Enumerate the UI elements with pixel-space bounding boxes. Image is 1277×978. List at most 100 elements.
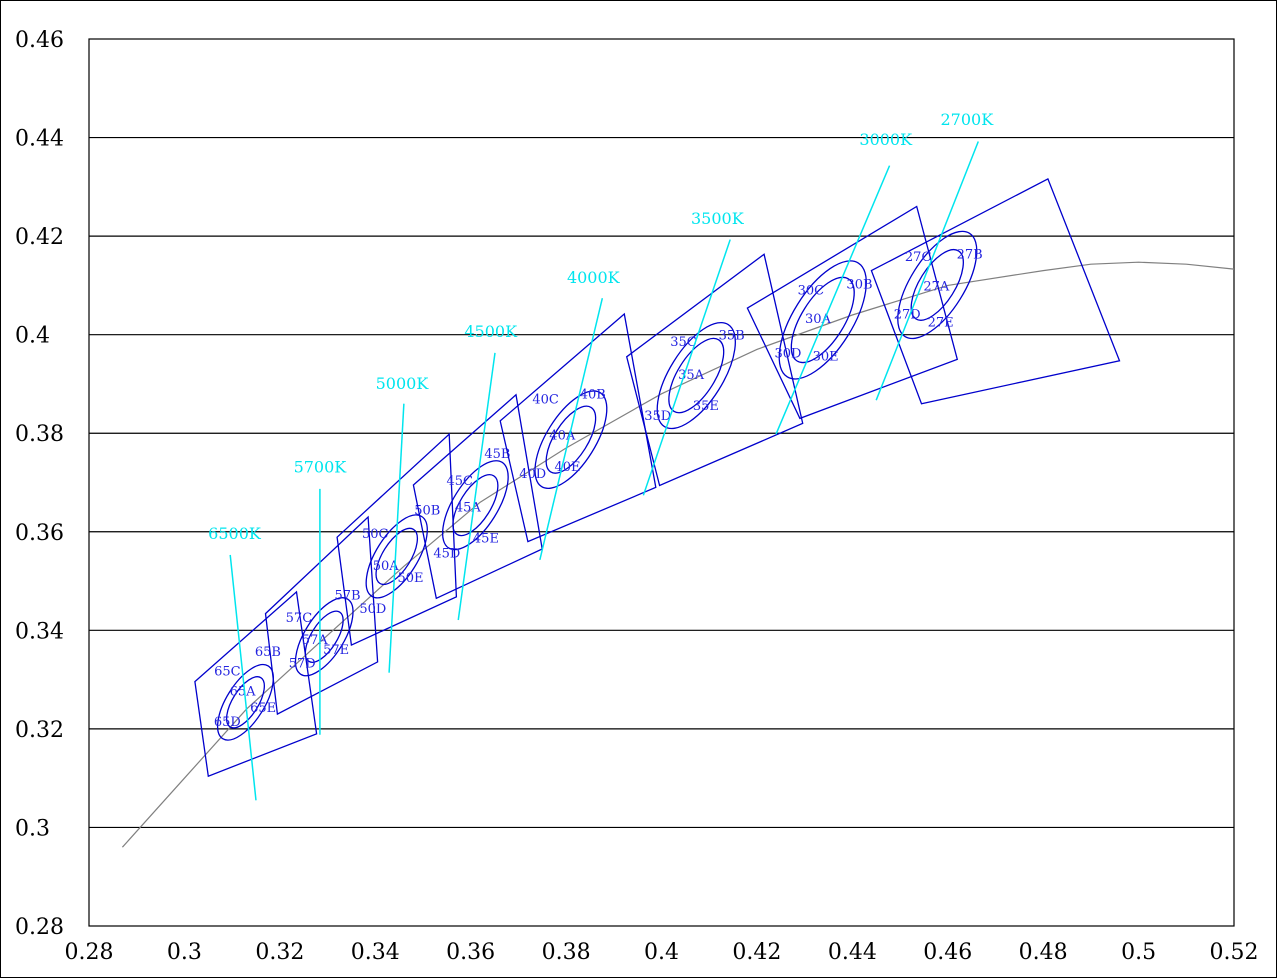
bin-label: 35E (693, 399, 719, 414)
x-axis: 0.28 0.3 0.32 0.34 0.36 0.38 0.4 0.42 0.44 0.46 0.… (65, 940, 1259, 965)
blackbody-locus (121, 261, 1235, 848)
bin-quadrangle (264, 515, 379, 716)
isotherm: 4000K (539, 268, 621, 561)
x-tick-label: 0.28 (65, 940, 114, 965)
bin-label: 65D (214, 715, 241, 730)
bin-quadrangle (625, 253, 804, 487)
cct-label: 2700K (940, 110, 994, 129)
bin-quadrangle (499, 312, 657, 543)
bin-regions: 65A65B65C65D65E57A57B57C57D57E50A50B50C5… (194, 177, 1121, 778)
bin-inner-ellipse (910, 248, 964, 321)
bin-label: 35B (719, 329, 745, 344)
x-tick-label: 0.32 (255, 940, 304, 965)
bin-label: 45C (446, 474, 473, 489)
bin-label: 65A (230, 684, 257, 699)
plot-area (88, 38, 1235, 927)
bin-quadrangle (336, 432, 458, 647)
isotherm-line (229, 554, 257, 801)
cct-label: 6500K (208, 524, 262, 543)
bin-label: 30A (805, 312, 832, 327)
y-tick-label: 0.28 (15, 915, 64, 940)
isotherm-line (457, 352, 496, 621)
bin-group: 50A 50B 50C 50D 50E (336, 432, 458, 647)
bin-outer-ellipse (534, 390, 608, 489)
isotherm: 4500K (457, 322, 518, 621)
bin-label: 50D (359, 602, 386, 617)
y-tick-label: 0.36 (15, 521, 64, 546)
y-tick-label: 0.32 (15, 718, 64, 743)
y-tick-label: 0.3 (15, 816, 50, 841)
y-tick-label: 0.34 (15, 619, 64, 644)
x-tick-label: 0.5 (1121, 940, 1156, 965)
x-tick-label: 0.42 (732, 940, 781, 965)
bin-label: 27E (928, 315, 954, 330)
bin-label: 50B (414, 504, 440, 519)
bin-inner-ellipse (304, 610, 344, 663)
bin-label: 50A (373, 559, 400, 574)
bin-label: 30D (774, 346, 801, 361)
bin-label: 45D (433, 546, 460, 561)
x-tick-label: 0.48 (1019, 940, 1068, 965)
cct-label: 3500K (691, 209, 745, 228)
bin-label: 30B (846, 277, 872, 292)
bin-label: 30C (798, 283, 825, 298)
x-tick-label: 0.34 (351, 940, 400, 965)
bin-inner-ellipse (790, 276, 855, 364)
bin-outer-ellipse (897, 230, 978, 340)
isotherm: 2700K (875, 110, 994, 401)
bin-outer-ellipse (216, 663, 274, 741)
bin-label: 30E (813, 349, 839, 364)
x-tick-label: 0.36 (446, 940, 495, 965)
bin-group: 40A 40B 40C 40D 40E (499, 312, 657, 543)
bin-label: 57B (335, 588, 361, 603)
bin-label: 65C (214, 665, 241, 680)
x-tick-label: 0.52 (1210, 940, 1259, 965)
bin-label: 45A (455, 501, 482, 516)
bin-quadrangle (870, 177, 1121, 405)
bin-label: 35C (670, 335, 697, 350)
x-tick-label: 0.38 (542, 940, 591, 965)
isotherm: 3500K (642, 209, 745, 496)
bin-label: 45B (484, 447, 510, 462)
x-tick-label: 0.4 (644, 940, 679, 965)
bin-label: 40D (519, 467, 546, 482)
bin-outer-ellipse (294, 597, 354, 677)
bin-inner-ellipse (668, 337, 725, 414)
bin-group: 27A 27B 27C 27D 27E (870, 177, 1121, 405)
bin-label: 40B (580, 387, 606, 402)
isotherm-line (388, 403, 405, 673)
bin-group: 65A 65B 65C 65D 65E (194, 590, 318, 778)
isotherm-line (875, 141, 979, 401)
cct-label: 5700K (294, 458, 348, 477)
bin-quadrangle (412, 393, 543, 600)
bin-quadrangle (194, 590, 318, 778)
bin-inner-ellipse (545, 405, 597, 474)
bin-label: 57C (286, 611, 313, 626)
y-tick-label: 0.38 (15, 422, 64, 447)
isotherm: 5700K (294, 458, 348, 735)
y-tick-label: 0.42 (15, 225, 64, 250)
bin-label: 57E (323, 643, 349, 658)
isotherm-line (539, 298, 604, 561)
bin-label: 35D (644, 409, 671, 424)
cct-label: 5000K (376, 374, 430, 393)
bin-outer-ellipse (656, 321, 736, 430)
bin-inner-ellipse (225, 676, 265, 729)
bin-label: 27D (894, 307, 921, 322)
x-tick-label: 0.44 (828, 940, 877, 965)
bin-label: 57A (302, 633, 329, 648)
cct-label: 4000K (567, 268, 621, 287)
bin-label: 65E (250, 701, 276, 716)
bin-quadrangle (746, 205, 959, 420)
y-tick-label: 0.46 (15, 28, 64, 53)
bin-label: 45E (473, 532, 499, 547)
bin-group: 45A 45B 45C 45D 45E (412, 393, 543, 600)
grid-lines (88, 38, 1235, 927)
bin-label: 27A (923, 279, 950, 294)
blackbody-curve (121, 261, 1235, 848)
y-axis: 0.28 0.3 0.32 0.34 0.36 0.38 0.4 0.42 0.44 0.46 (15, 28, 64, 940)
bin-label: 50C (362, 527, 389, 542)
bin-label: 57D (289, 656, 316, 671)
